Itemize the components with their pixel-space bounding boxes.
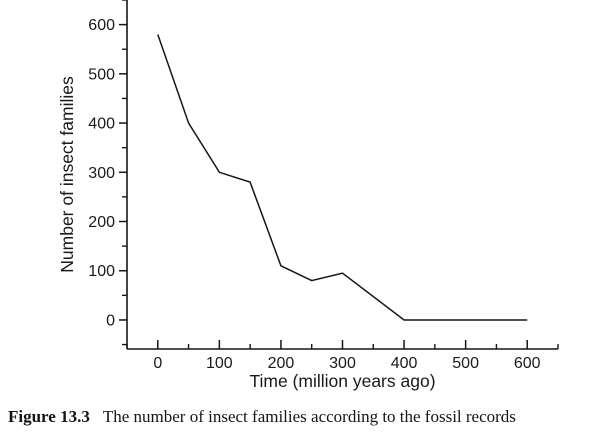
y-tick-label: 600 — [88, 17, 115, 34]
y-tick-label: 200 — [88, 214, 115, 231]
y-tick-label: 0 — [106, 312, 115, 329]
y-tick-label: 300 — [88, 165, 115, 182]
y-tick-label: 500 — [88, 66, 115, 83]
x-tick-label: 200 — [268, 355, 295, 372]
x-tick-label: 100 — [206, 355, 233, 372]
chart-canvas: 0 100 200 300 400 500 600 0 100 200 300 400 500 600 Ti… — [57, 0, 559, 391]
figure-caption-label: Figure 13.3 — [8, 407, 90, 426]
x-axis-title: Time (million years ago) — [249, 371, 435, 391]
x-tick-label: 400 — [391, 355, 418, 372]
y-tick-label: 400 — [88, 116, 115, 133]
x-tick-label: 300 — [329, 355, 356, 372]
y-axis-title: Number of insect families — [57, 76, 77, 273]
figure-caption-text: The number of insect families according … — [102, 407, 516, 426]
x-tick-label: 500 — [452, 355, 479, 372]
data-line — [157, 34, 528, 321]
figure-caption: Figure 13.3 The number of insect families… — [8, 406, 600, 427]
y-tick-label: 100 — [88, 263, 115, 280]
x-tick-label: 0 — [153, 355, 162, 372]
x-tick-label: 600 — [514, 355, 541, 372]
